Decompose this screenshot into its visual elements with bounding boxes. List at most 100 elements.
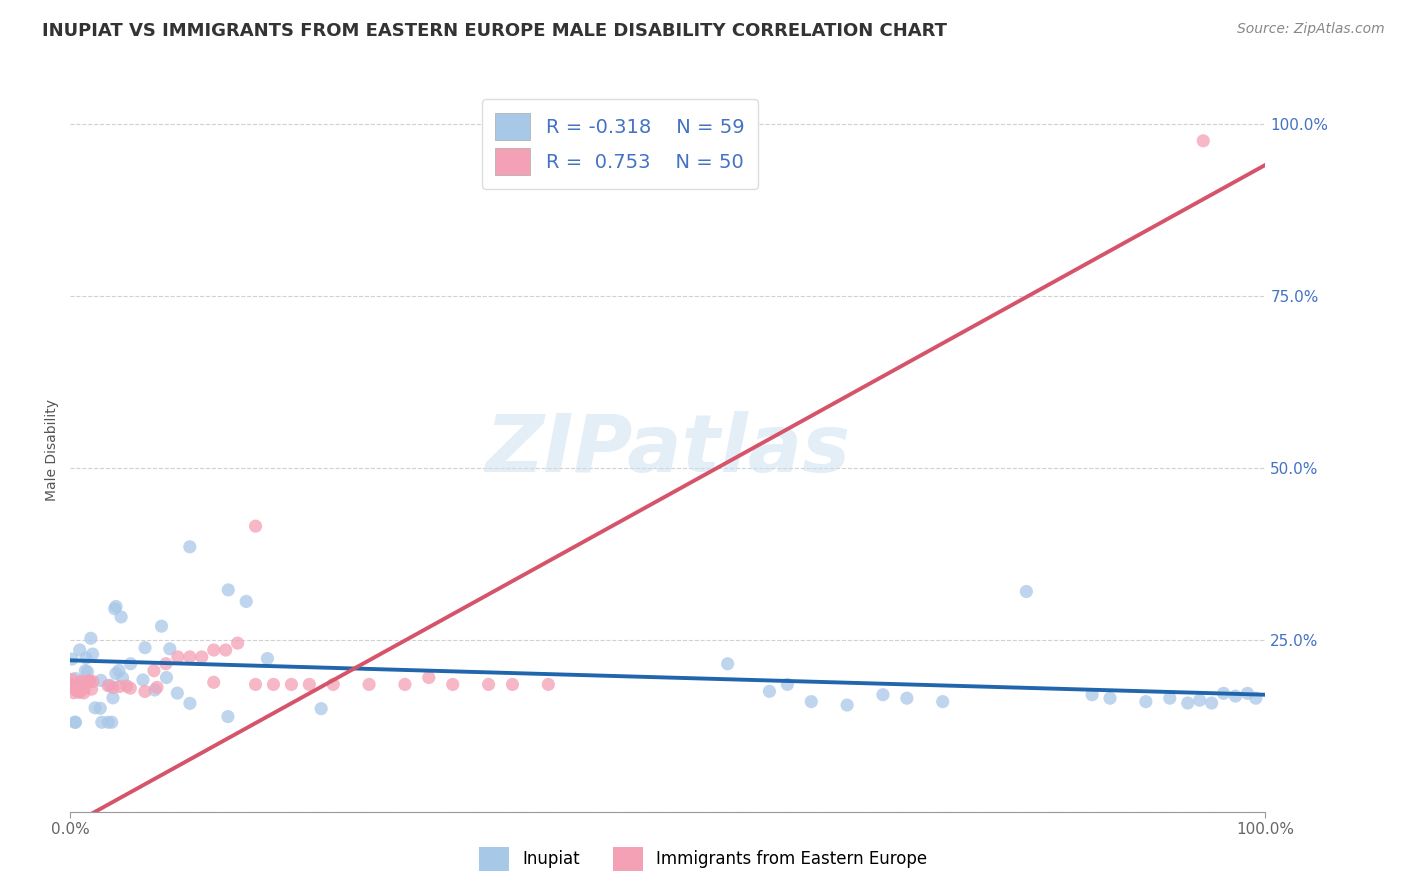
Y-axis label: Male Disability: Male Disability [45, 400, 59, 501]
Point [359, 677, 381, 691]
Point [82, 647, 104, 661]
Point [322, 677, 344, 691]
Point [62, 681, 84, 695]
Point [63, 715, 86, 730]
Point [143, 664, 166, 678]
Point [60, 677, 83, 691]
Point [104, 666, 127, 681]
Point [179, 697, 201, 711]
Point [82, 674, 104, 689]
Point [134, 640, 156, 655]
Point [60, 673, 83, 687]
Point [309, 701, 332, 715]
Point [155, 657, 177, 671]
Point [77, 673, 100, 688]
Point [143, 683, 166, 698]
Point [97, 715, 120, 730]
Text: ZIPatlas: ZIPatlas [485, 411, 851, 490]
Point [245, 677, 267, 691]
Point [1212, 686, 1234, 700]
Point [776, 677, 799, 691]
Legend: Inupiat, Immigrants from Eastern Europe: Inupiat, Immigrants from Eastern Europe [470, 839, 936, 880]
Point [1188, 693, 1211, 707]
Point [60, 652, 83, 666]
Point [159, 641, 181, 656]
Point [418, 671, 440, 685]
Point [97, 679, 120, 693]
Point [226, 636, 249, 650]
Point [217, 709, 239, 723]
Point [441, 677, 464, 691]
Point [1099, 691, 1122, 706]
Point [837, 698, 859, 712]
Point [73, 681, 96, 696]
Point [89, 701, 111, 715]
Point [63, 672, 86, 686]
Point [69, 643, 91, 657]
Point [80, 632, 103, 646]
Point [235, 594, 257, 608]
Point [69, 683, 91, 698]
Point [717, 657, 740, 671]
Point [1135, 695, 1157, 709]
Point [104, 601, 127, 615]
Point [179, 540, 201, 554]
Point [76, 665, 98, 679]
Point [146, 681, 169, 695]
Point [214, 643, 236, 657]
Legend: R = -0.318    N = 59, R =  0.753    N = 50: R = -0.318 N = 59, R = 0.753 N = 50 [482, 99, 758, 189]
Point [166, 649, 188, 664]
Point [108, 664, 131, 678]
Point [1081, 688, 1104, 702]
Point [1192, 134, 1215, 148]
Point [75, 651, 97, 665]
Point [134, 684, 156, 698]
Point [69, 685, 91, 699]
Point [65, 683, 87, 698]
Point [115, 679, 138, 693]
Point [1236, 686, 1258, 700]
Point [502, 677, 524, 691]
Point [150, 619, 173, 633]
Point [155, 671, 177, 685]
Point [758, 684, 780, 698]
Point [537, 677, 560, 691]
Point [1159, 691, 1181, 706]
Point [75, 664, 97, 678]
Point [202, 643, 225, 657]
Point [100, 715, 122, 730]
Point [896, 691, 918, 706]
Point [66, 681, 89, 695]
Point [800, 695, 823, 709]
Point [298, 677, 321, 691]
Point [70, 675, 93, 690]
Point [202, 675, 225, 690]
Point [179, 649, 201, 664]
Point [132, 673, 155, 687]
Point [98, 678, 121, 692]
Point [1244, 691, 1267, 706]
Text: INUPIAT VS IMMIGRANTS FROM EASTERN EUROPE MALE DISABILITY CORRELATION CHART: INUPIAT VS IMMIGRANTS FROM EASTERN EUROP… [42, 22, 948, 40]
Point [66, 682, 89, 697]
Point [478, 677, 501, 691]
Text: Source: ZipAtlas.com: Source: ZipAtlas.com [1237, 22, 1385, 37]
Point [245, 519, 267, 533]
Point [84, 701, 107, 715]
Point [101, 681, 124, 695]
Point [90, 673, 112, 688]
Point [79, 674, 101, 689]
Point [191, 649, 214, 664]
Point [110, 610, 132, 624]
Point [101, 690, 124, 705]
Point [256, 651, 278, 665]
Point [90, 715, 112, 730]
Point [111, 671, 134, 685]
Point [70, 674, 93, 689]
Point [60, 678, 83, 692]
Point [263, 677, 285, 691]
Point [1201, 696, 1223, 710]
Point [65, 715, 87, 730]
Point [166, 686, 188, 700]
Point [105, 599, 128, 614]
Point [394, 677, 416, 691]
